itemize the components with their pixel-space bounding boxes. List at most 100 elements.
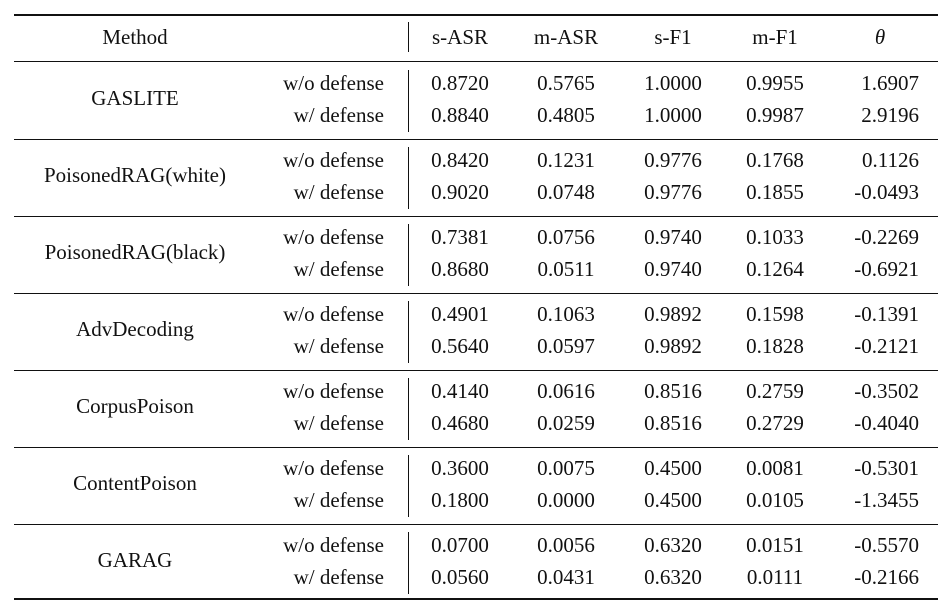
value-s-f1: 0.8516 — [644, 379, 702, 403]
group-separator — [14, 524, 938, 525]
value-s-f1: 0.4500 — [644, 488, 702, 512]
header-s-asr: s-ASR — [431, 25, 489, 49]
value-theta: -0.1391 — [854, 302, 919, 326]
defense-setting: w/o defense — [283, 379, 384, 403]
value-s-asr: 0.4680 — [431, 411, 489, 435]
value-m-asr: 0.0075 — [537, 456, 595, 480]
defense-setting: w/ defense — [293, 257, 384, 281]
value-m-f1: 0.2729 — [746, 411, 804, 435]
value-m-asr: 0.0748 — [537, 180, 595, 204]
value-s-f1: 0.9892 — [644, 334, 702, 358]
method-name: GASLITE — [91, 86, 179, 110]
value-theta: -0.5301 — [854, 456, 919, 480]
value-s-asr: 0.8680 — [431, 257, 489, 281]
value-theta: -0.3502 — [854, 379, 919, 403]
value-s-f1: 0.6320 — [644, 565, 702, 589]
value-m-f1: 0.2759 — [746, 379, 804, 403]
value-s-asr: 0.0560 — [431, 565, 489, 589]
column-divider — [408, 301, 409, 363]
value-m-f1: 0.1768 — [746, 148, 804, 172]
value-s-asr: 0.1800 — [431, 488, 489, 512]
value-s-f1: 0.9740 — [644, 225, 702, 249]
method-name: GARAG — [97, 548, 173, 572]
defense-setting: w/ defense — [293, 565, 384, 589]
value-theta: -0.4040 — [854, 411, 919, 435]
value-m-asr: 0.0259 — [537, 411, 595, 435]
defense-setting: w/ defense — [293, 411, 384, 435]
value-m-f1: 0.1033 — [746, 225, 804, 249]
defense-setting: w/o defense — [283, 148, 384, 172]
value-m-f1: 0.0105 — [746, 488, 804, 512]
group-separator — [14, 370, 938, 371]
value-s-f1: 0.6320 — [644, 533, 702, 557]
column-divider — [408, 147, 409, 209]
column-divider — [408, 224, 409, 286]
defense-setting: w/o defense — [283, 533, 384, 557]
value-theta: -0.2269 — [854, 225, 919, 249]
value-theta: -0.5570 — [854, 533, 919, 557]
column-divider — [408, 455, 409, 517]
defense-setting: w/ defense — [293, 488, 384, 512]
method-name: AdvDecoding — [76, 317, 194, 341]
value-s-f1: 0.8516 — [644, 411, 702, 435]
method-name: ContentPoison — [73, 471, 197, 495]
value-theta: 2.9196 — [861, 103, 919, 127]
defense-setting: w/ defense — [293, 103, 384, 127]
value-m-asr: 0.0431 — [537, 565, 595, 589]
bottom-rule — [14, 598, 938, 600]
value-s-f1: 0.9892 — [644, 302, 702, 326]
header-m-asr: m-ASR — [533, 25, 599, 49]
header-column-divider — [408, 22, 409, 52]
defense-setting: w/ defense — [293, 334, 384, 358]
value-theta: -0.2121 — [854, 334, 919, 358]
value-theta: -0.2166 — [854, 565, 919, 589]
value-m-asr: 0.1231 — [537, 148, 595, 172]
value-m-asr: 0.4805 — [537, 103, 595, 127]
group-separator — [14, 447, 938, 448]
header-method: Method — [102, 25, 168, 49]
defense-setting: w/o defense — [283, 302, 384, 326]
value-theta: 1.6907 — [861, 71, 919, 95]
value-m-f1: 0.0081 — [746, 456, 804, 480]
value-m-asr: 0.0756 — [537, 225, 595, 249]
value-s-asr: 0.0700 — [431, 533, 489, 557]
defense-setting: w/o defense — [283, 71, 384, 95]
defense-setting: w/ defense — [293, 180, 384, 204]
group-separator — [14, 293, 938, 294]
value-m-f1: 0.1598 — [746, 302, 804, 326]
top-rule — [14, 14, 938, 16]
header-rule — [14, 61, 938, 62]
value-m-f1: 0.9955 — [746, 71, 804, 95]
header-s-f1: s-F1 — [654, 25, 692, 49]
method-name: PoisonedRAG(white) — [44, 163, 226, 187]
value-s-asr: 0.8420 — [431, 148, 489, 172]
value-s-f1: 1.0000 — [644, 103, 702, 127]
value-s-asr: 0.8840 — [431, 103, 489, 127]
value-s-asr: 0.9020 — [431, 180, 489, 204]
value-s-asr: 0.8720 — [431, 71, 489, 95]
method-name: PoisonedRAG(black) — [44, 240, 226, 264]
group-separator — [14, 216, 938, 217]
value-m-asr: 0.0000 — [537, 488, 595, 512]
value-m-asr: 0.0056 — [537, 533, 595, 557]
value-s-asr: 0.3600 — [431, 456, 489, 480]
header-m-f1: m-F1 — [752, 25, 798, 49]
value-s-f1: 0.9776 — [644, 180, 702, 204]
column-divider — [408, 70, 409, 132]
value-s-asr: 0.4901 — [431, 302, 489, 326]
defense-setting: w/o defense — [283, 456, 384, 480]
value-m-f1: 0.0111 — [746, 565, 804, 589]
value-theta: -1.3455 — [854, 488, 919, 512]
value-s-f1: 0.9776 — [644, 148, 702, 172]
value-m-f1: 0.0151 — [746, 533, 804, 557]
value-m-asr: 0.0597 — [537, 334, 595, 358]
value-m-f1: 0.1264 — [746, 257, 804, 281]
value-theta: -0.0493 — [854, 180, 919, 204]
value-s-f1: 0.9740 — [644, 257, 702, 281]
value-theta: -0.6921 — [854, 257, 919, 281]
value-s-f1: 0.4500 — [644, 456, 702, 480]
value-m-asr: 0.0616 — [537, 379, 595, 403]
value-m-asr: 0.0511 — [537, 257, 595, 281]
value-s-asr: 0.4140 — [431, 379, 489, 403]
value-m-f1: 0.1828 — [746, 334, 804, 358]
